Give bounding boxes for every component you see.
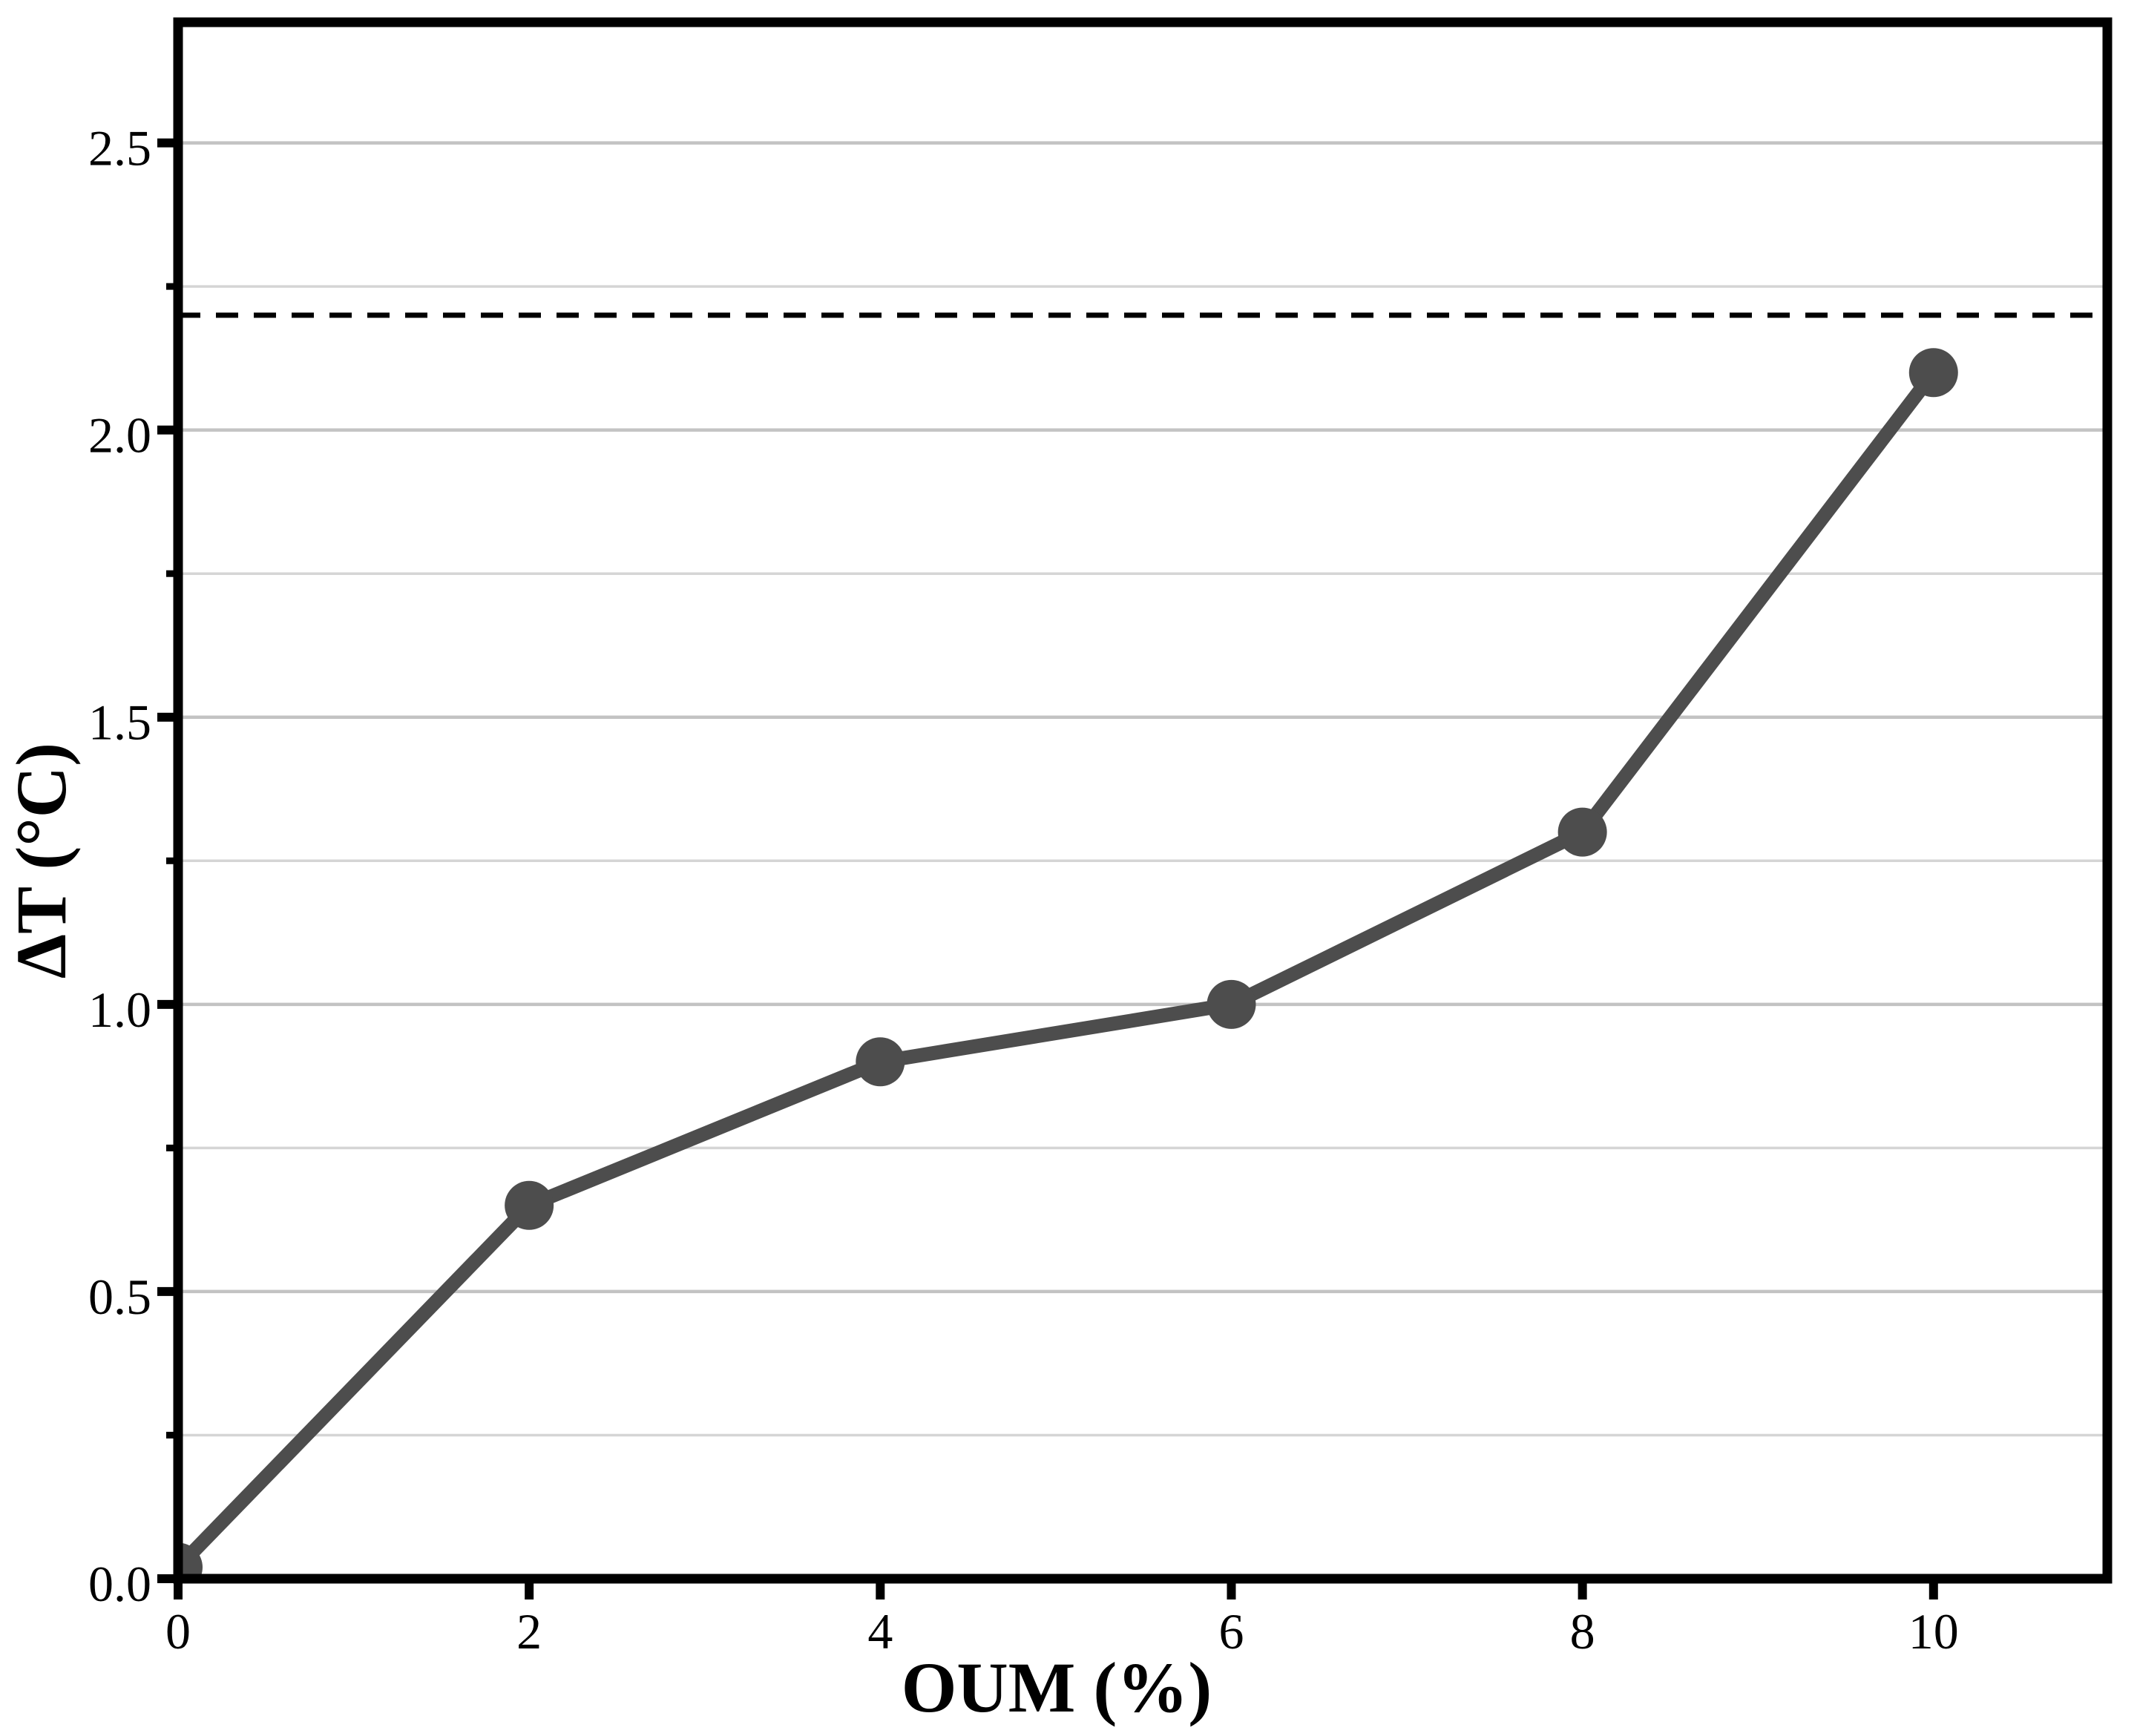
y-axis-label: ΔT (°C) xyxy=(1,743,81,979)
data-point-marker xyxy=(1908,348,1958,398)
x-tick-labels: 0 2 4 6 8 10 xyxy=(165,1603,1959,1660)
x-tick-label: 2 xyxy=(516,1603,542,1660)
data-point-marker xyxy=(1207,979,1256,1029)
plot-content xyxy=(178,312,2107,1579)
x-axis-label: OUM (%) xyxy=(902,1648,1212,1727)
data-point-marker xyxy=(856,1037,905,1087)
data-point-marker xyxy=(505,1180,554,1230)
y-gridlines-major xyxy=(178,141,2107,1294)
data-point-marker xyxy=(1557,807,1607,857)
plot-border xyxy=(173,17,2113,1584)
y-tick-labels: 0.0 0.5 1.0 1.5 2.0 2.5 xyxy=(88,120,151,1612)
y-gridlines-minor xyxy=(178,285,2107,1437)
y-tick-label: 1.5 xyxy=(88,694,151,751)
y-tick-label: 0.0 xyxy=(88,1556,151,1612)
plot-area xyxy=(178,22,2107,1579)
y-tick-label: 1.0 xyxy=(88,982,151,1038)
y-tick-label: 0.5 xyxy=(88,1269,151,1325)
x-tick-label: 6 xyxy=(1218,1603,1244,1660)
y-ticks-minor xyxy=(166,283,178,1439)
y-tick-label: 2.0 xyxy=(88,407,151,464)
x-tick-label: 8 xyxy=(1570,1603,1595,1660)
x-tick-label: 10 xyxy=(1908,1603,1959,1660)
y-tick-label: 2.5 xyxy=(88,120,151,177)
x-tick-label: 4 xyxy=(867,1603,893,1660)
x-tick-label: 0 xyxy=(165,1603,191,1660)
x-ticks-major xyxy=(174,1579,1938,1599)
data-line xyxy=(178,365,1941,1575)
data-point-marker xyxy=(178,1542,203,1579)
data-markers xyxy=(178,348,1958,1579)
